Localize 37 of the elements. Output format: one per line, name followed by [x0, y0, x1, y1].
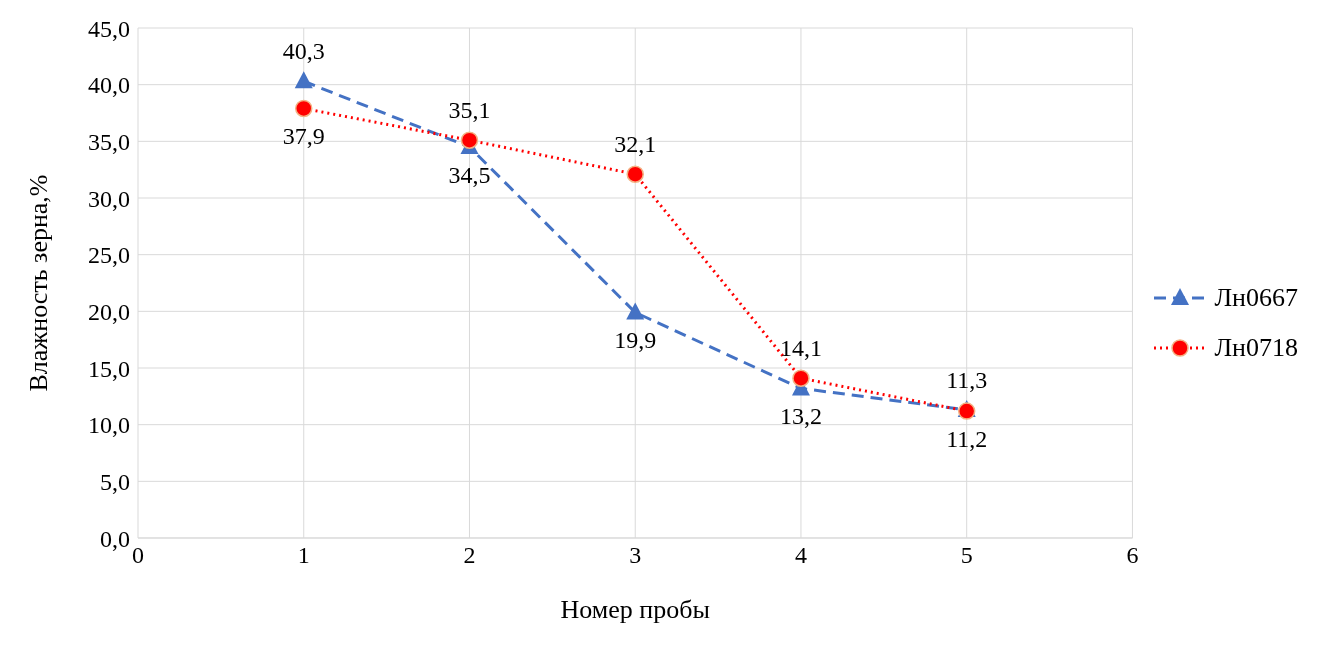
point — [294, 71, 313, 89]
x-axis-title: Номер пробы — [560, 595, 710, 624]
y-axis-title: Влажность зерна,% — [24, 174, 54, 392]
data-label: 34,5 — [448, 162, 491, 188]
y-tick-label: 5,0 — [100, 468, 130, 495]
data-label: 37,9 — [282, 123, 325, 150]
y-tick-label: 45,0 — [88, 15, 130, 42]
y-tick-label: 20,0 — [88, 298, 130, 325]
data-label: 11,2 — [946, 426, 988, 453]
data-label: 11,3 — [946, 366, 988, 393]
x-tick-label: 3 — [629, 542, 642, 569]
legend-label: Лн0667 — [1214, 283, 1298, 313]
data-label: 14,1 — [779, 335, 822, 362]
y-tick-label: 40,0 — [88, 72, 130, 99]
x-tick-label: 1 — [297, 542, 310, 569]
data-label: 13,2 — [779, 403, 822, 430]
y-tick-label: 10,0 — [88, 412, 130, 439]
data-label: 35,1 — [448, 97, 491, 124]
point — [626, 302, 645, 320]
x-tick-label: 0 — [132, 542, 144, 569]
data-label: 32,1 — [614, 131, 657, 158]
point — [792, 369, 810, 387]
legend-label: Лн0718 — [1214, 333, 1298, 363]
point — [294, 99, 313, 118]
y-tick-label: 35,0 — [88, 128, 130, 155]
x-tick-label: 5 — [960, 542, 973, 569]
y-tick-label: 0,0 — [100, 525, 130, 552]
y-tick-label: 15,0 — [88, 355, 130, 382]
x-tick-label: 2 — [463, 542, 476, 569]
data-label: 19,9 — [614, 327, 657, 354]
point — [626, 165, 644, 183]
data-label: 40,3 — [282, 38, 325, 65]
x-tick-label: 4 — [794, 542, 807, 569]
x-tick-label: 6 — [1126, 542, 1139, 569]
y-tick-label: 30,0 — [88, 185, 130, 212]
point — [460, 131, 479, 149]
y-tick-label: 25,0 — [88, 242, 130, 269]
